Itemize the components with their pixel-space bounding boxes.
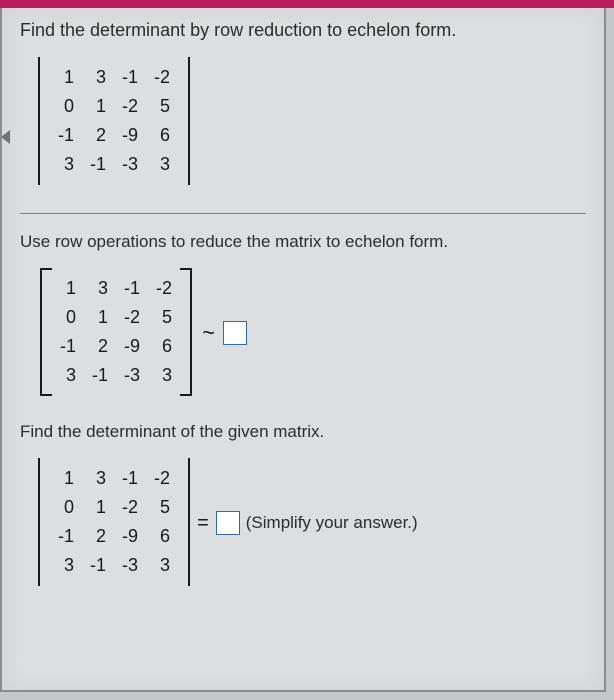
step1-instruction: Use row operations to reduce the matrix … (20, 232, 586, 252)
equals-relation: = (197, 512, 209, 535)
step1-row: 13-1-2 01-25 -12-96 3-1-33 ~ (20, 262, 586, 404)
scroll-left-arrow-icon[interactable] (1, 130, 10, 144)
table-row: 01-25 (50, 493, 178, 522)
step2-row: 13-1-2 01-25 -12-96 3-1-33 = (Simplify y… (20, 452, 586, 594)
section-divider (20, 213, 586, 214)
page-title: Find the determinant by row reduction to… (20, 20, 586, 41)
step2-instruction: Find the determinant of the given matrix… (20, 422, 586, 442)
window-top-accent (0, 0, 614, 8)
table-row: -12-96 (50, 121, 178, 150)
problem-header-section: Find the determinant by row reduction to… (20, 20, 586, 193)
answer-box-step2[interactable] (216, 511, 240, 535)
determinant-bars: 13-1-2 01-25 -12-96 3-1-33 (38, 458, 190, 586)
determinant-bars: 13-1-2 01-25 -12-96 3-1-33 (38, 57, 190, 185)
table-row: 13-1-2 (52, 274, 180, 303)
matrix-table: 13-1-2 01-25 -12-96 3-1-33 (52, 274, 180, 390)
table-row: 01-25 (52, 303, 180, 332)
simplify-note: (Simplify your answer.) (246, 513, 418, 533)
table-row: 13-1-2 (50, 464, 178, 493)
table-row: 01-25 (50, 92, 178, 121)
table-row: 3-1-33 (50, 150, 178, 179)
table-row: 3-1-33 (52, 361, 180, 390)
tilde-relation: ~ (202, 320, 215, 346)
problem-page: Find the determinant by row reduction to… (0, 8, 606, 692)
step2-section: Find the determinant of the given matrix… (20, 422, 586, 594)
bracket-matrix: 13-1-2 01-25 -12-96 3-1-33 (40, 268, 192, 396)
table-row: -12-96 (52, 332, 180, 361)
step1-section: Use row operations to reduce the matrix … (20, 232, 586, 404)
matrix-table: 13-1-2 01-25 -12-96 3-1-33 (50, 63, 178, 179)
table-row: -12-96 (50, 522, 178, 551)
main-determinant: 13-1-2 01-25 -12-96 3-1-33 (38, 57, 190, 185)
table-row: 13-1-2 (50, 63, 178, 92)
matrix-table: 13-1-2 01-25 -12-96 3-1-33 (50, 464, 178, 580)
table-row: 3-1-33 (50, 551, 178, 580)
answer-box-step1[interactable] (223, 321, 247, 345)
